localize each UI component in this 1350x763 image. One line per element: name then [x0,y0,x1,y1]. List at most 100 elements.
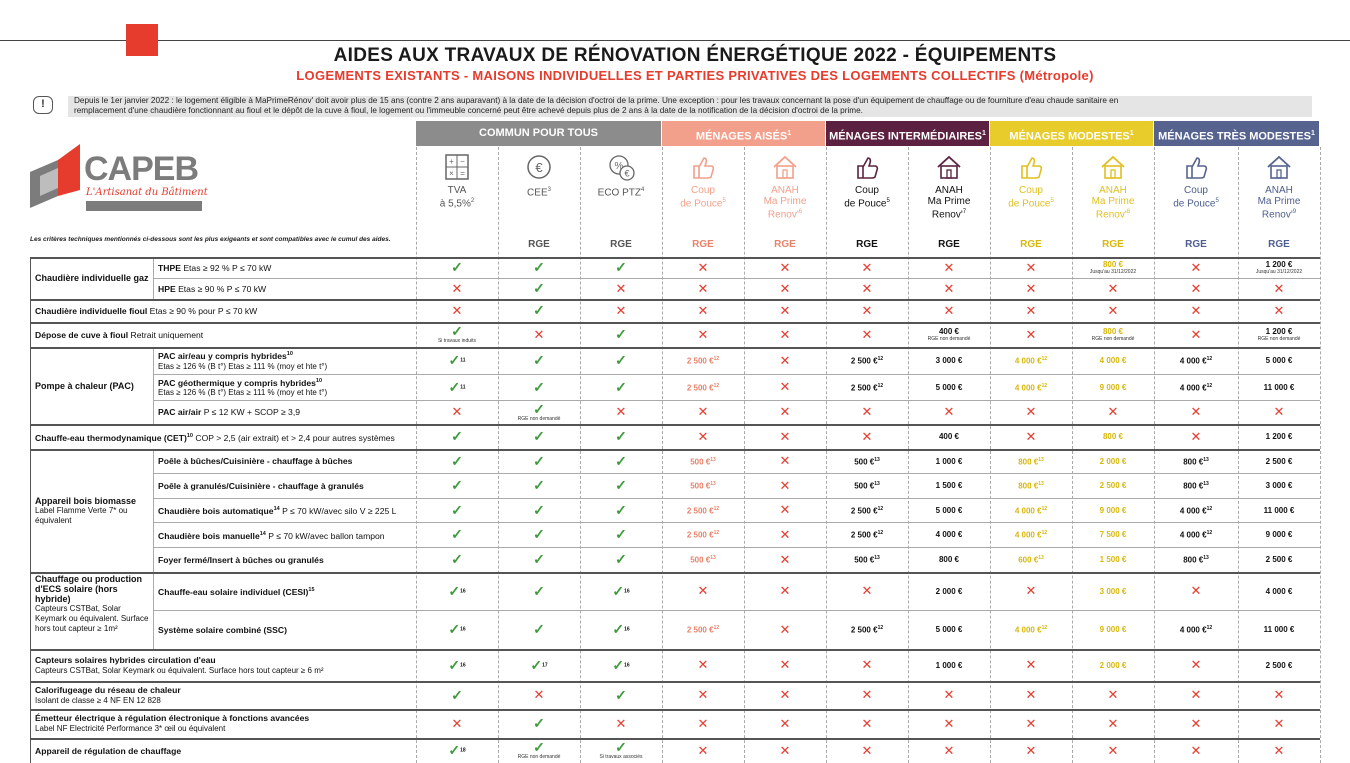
row-group-divider [153,449,154,572]
table-cell: ✕ [1238,282,1320,295]
house-icon [773,155,797,179]
aid-amount: 800 € [1102,327,1124,336]
cell-note: Si travaux associés [599,754,643,760]
svg-text:×: × [449,169,454,178]
footnote-ref: 16 [624,626,630,633]
row-divider [30,449,1320,451]
table-cell: ✕ [744,354,826,367]
check-icon: ✓ [615,551,627,567]
rge-label: RGE [1020,239,1042,250]
cross-icon: ✕ [451,280,463,296]
table-cell: ✕ [990,688,1072,701]
row-label-title: Émetteur électrique à régulation électro… [35,713,310,723]
cross-icon: ✕ [1190,302,1202,318]
table-cell: ✓ [498,584,580,598]
red-square-mark [126,24,158,56]
column-label: ANAH Ma Prime Renov'7 [908,185,990,220]
table-cell: ✕ [826,259,908,275]
table-cell: 800 €13 [990,480,1072,491]
check-icon: ✓ [533,621,545,637]
table-cell: 3 000 € [1072,587,1154,596]
table-cell: ✕ [662,688,744,701]
aid-amount: 2 500 € [686,625,714,635]
cross-icon: ✕ [1025,326,1037,342]
aid-amount: 4 000 € [1014,383,1042,393]
row-label: PAC air/air P ≤ 12 KW + SCOP ≥ 3,9 [158,407,413,417]
column-label: ANAH Ma Prime Renov'8 [1072,185,1154,220]
table-cell: 1 200 € [1238,432,1320,441]
check-icon: ✓ [615,526,627,542]
column-separator [416,147,417,763]
row-group-divider [153,347,154,424]
cross-icon: ✕ [697,404,709,419]
aid-amount: 2 500 € [1265,555,1293,564]
table-cell: 4 000 €12 [990,382,1072,393]
aid-amount: 800 € [1102,432,1124,441]
table-cell: ✕ [744,742,826,758]
column-label-line: Coup [691,185,715,196]
row-label-detail: Etas ≥ 90 % P ≤ 70 kW [178,283,267,294]
table-cell: ✓ [498,478,580,492]
row-divider [30,709,1320,711]
row-label: Chauffe-eau thermodynamique (CET)10 COP … [35,431,415,442]
column-label-line: ANAH [771,185,799,196]
row-divider [30,299,1320,301]
aid-amount: 800 € [1183,555,1204,565]
logo-wordmark: CAPEB [84,150,199,188]
row-label-title: Foyer fermé/Insert à bûches ou granulés [158,554,324,565]
cross-icon: ✕ [861,259,873,275]
table-cell: ✓16 [580,584,662,598]
row-divider [153,547,1320,548]
column-label: Coup de Pouce5 [990,185,1072,209]
footnote-ref: 8 [1126,209,1131,215]
table-left-border [30,257,31,763]
row-label-detail: Retrait uniquement [130,329,204,340]
footnote-ref: 12 [1206,530,1213,537]
table-cell: ✕ [744,623,826,636]
footnote-ref: 13 [1038,456,1044,463]
footnote-ref: 12 [1206,505,1213,512]
table-cell: 9 000 € [1072,625,1154,634]
rge-label: RGE [528,239,550,250]
row-label-title: Capteurs solaires hybrides circulation d… [35,654,216,665]
table-cell: 4 000 € [908,530,990,539]
row-label-title: Dépose de cuve à fioul [35,329,129,340]
footnote-ref: 3 [547,187,551,193]
table-cell: 4 000 €12 [990,355,1072,366]
footnote-ref: 16 [460,661,466,668]
check-icon: ✓ [451,477,463,493]
cross-icon: ✕ [943,715,955,731]
aid-amount: 9 000 € [1099,382,1127,392]
column-separator [662,147,663,763]
info-line-1: Depuis le 1er janvier 2022 : le logement… [74,96,1119,105]
column-label: ANAH Ma Prime Renov'6 [744,185,826,220]
cross-icon: ✕ [779,742,791,758]
aid-amount: 4 000 € [1014,506,1042,516]
footnote-ref: 17 [542,661,548,668]
check-icon: ✓ [615,378,627,395]
table-cell: 2 500 €12 [662,529,744,540]
group-header-label: MÉNAGES TRÈS MODESTES [1158,130,1311,143]
table-cell: ✕ [1154,717,1238,730]
table-cell: ✕ [744,658,826,671]
info-banner: Depuis le 1er janvier 2022 : le logement… [68,96,1312,117]
table-cell: ✓ [416,260,498,274]
footnote-ref: 12 [713,382,720,389]
aid-amount: 2 500 € [850,625,878,635]
row-label: HPE Etas ≥ 90 % P ≤ 70 kW [158,284,413,294]
thumbs-up-icon [1186,157,1208,179]
table-cell: ✕ [416,304,498,317]
column-header: ANAH Ma Prime Renov'6 RGE [744,147,826,257]
cross-icon: ✕ [779,477,791,493]
row-label: Chaudière individuelle fioul Etas ≥ 90 %… [35,306,415,316]
table-cell: ✓ [416,454,498,468]
footnote-ref: 13 [710,481,716,488]
column-label-line: Renov' [767,209,799,221]
cross-icon: ✕ [1273,715,1285,731]
table-cell: 1 200 € Jusqu'au 31/12/2022 [1238,260,1320,275]
svg-text:=: = [460,169,465,178]
cross-icon: ✕ [1025,657,1037,672]
row-divider [153,498,1320,499]
table-cell: ✓ [580,353,662,367]
row-label: Poêle à bûches/Cuisinière - chauffage à … [158,456,413,466]
